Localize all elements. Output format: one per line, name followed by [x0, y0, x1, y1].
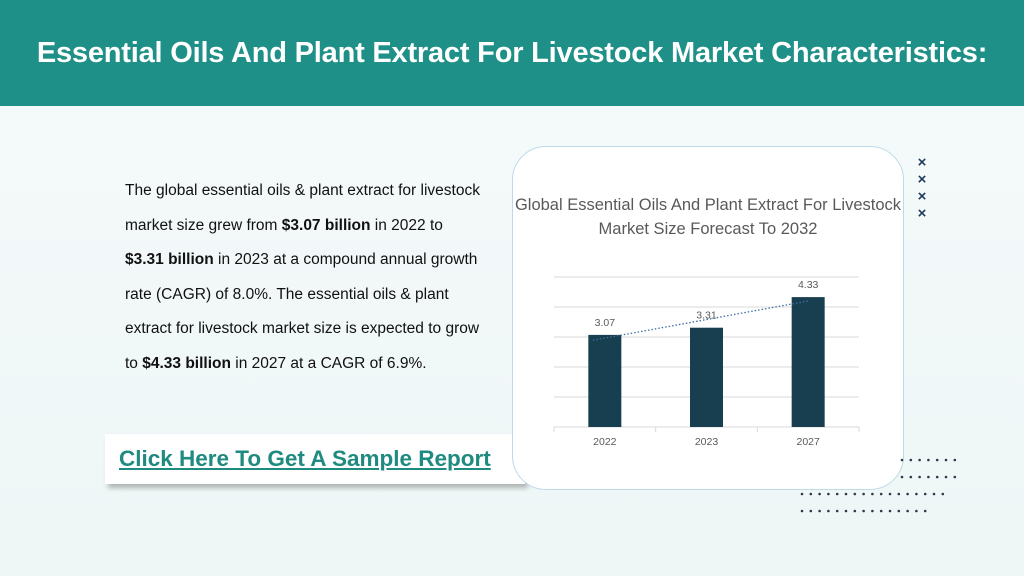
desc-text-3: in 2023 at a compound annual growth rate…: [125, 251, 480, 372]
decor-dot: [923, 509, 927, 513]
data-label-2022: 3.07: [595, 317, 616, 329]
decor-dot: [923, 492, 927, 496]
decor-dot: [897, 509, 901, 513]
bar-2023: [690, 327, 723, 427]
decor-dot: [906, 509, 909, 513]
decor-dot: [935, 458, 939, 462]
decor-dot: [871, 509, 874, 513]
decor-dot: [818, 509, 821, 513]
x-tick-label-2022: 2022: [593, 436, 617, 448]
desc-text-1: The global essential oils & plant extrac…: [125, 182, 480, 234]
decor-dot: [844, 492, 848, 496]
decor-dot: [827, 492, 830, 496]
decor-dot: [862, 492, 865, 496]
decor-dot: [853, 509, 857, 513]
market-description: The global essential oils & plant extrac…: [125, 174, 485, 382]
decor-dot: [915, 492, 918, 496]
decor-dot: [900, 458, 904, 462]
decor-dot: [853, 492, 857, 496]
decor-dot: [915, 509, 918, 513]
chart-card: Global Essential Oils And Plant Extract …: [512, 146, 904, 490]
decor-dot: [953, 475, 957, 479]
decor-dot: [900, 475, 904, 479]
decor-dot: [888, 492, 892, 496]
chart-title: Global Essential Oils And Plant Extract …: [514, 196, 902, 238]
x-mark-icon: ×: [917, 171, 927, 188]
decor-dot: [818, 492, 821, 496]
desc-value-2022: $3.07 billion: [281, 216, 371, 234]
desc-text-2: in 2022 to: [370, 216, 443, 234]
decorative-dot-grid: [800, 458, 957, 513]
data-label-2023: 3.31: [696, 310, 717, 322]
decor-dot: [809, 492, 813, 496]
decor-dot: [932, 492, 936, 496]
decor-dot: [871, 492, 874, 496]
decor-dot: [927, 475, 930, 479]
decor-dot: [827, 509, 830, 513]
decor-dot: [835, 492, 839, 496]
decor-dot: [800, 492, 804, 496]
bar-2027: [791, 297, 825, 427]
x-tick-label-2023: 2023: [695, 436, 719, 448]
decor-dot: [835, 509, 839, 513]
decor-dot: [909, 475, 913, 479]
decor-dot: [953, 458, 957, 462]
header-banner: Essential Oils And Plant Extract For Liv…: [0, 0, 1024, 106]
decor-dot: [879, 509, 883, 513]
decor-dot: [897, 492, 901, 496]
bar-chart: 3.07 2022 3.31 2023 4.33 2027: [553, 276, 860, 448]
decor-dot: [809, 509, 813, 513]
x-mark-icon: ×: [917, 154, 927, 171]
decor-dot: [944, 458, 948, 462]
decorative-x-marks: × × × ×: [914, 154, 930, 222]
decor-dot: [844, 509, 848, 513]
data-label-2027: 4.33: [798, 279, 819, 291]
desc-value-2027: $4.33 billion: [142, 354, 231, 372]
decor-dot: [800, 509, 804, 513]
x-mark-icon: ×: [917, 188, 927, 205]
decor-dot: [862, 509, 865, 513]
decor-dot: [941, 492, 945, 496]
decor-dot: [927, 458, 930, 462]
decor-dot: [906, 492, 909, 496]
decor-dot: [879, 492, 883, 496]
sample-report-link[interactable]: Click Here To Get A Sample Report: [119, 446, 491, 471]
decor-dot: [944, 475, 948, 479]
x-mark-icon: ×: [917, 205, 927, 222]
page-title: Essential Oils And Plant Extract For Liv…: [36, 36, 988, 69]
decor-dot: [918, 458, 921, 462]
x-tick-label-2027: 2027: [796, 436, 820, 448]
desc-value-2023: $3.31 billion: [125, 251, 214, 269]
sample-report-box: Click Here To Get A Sample Report: [105, 434, 525, 484]
decor-dot: [888, 509, 892, 513]
desc-text-4: in 2027 at a CAGR of 6.9%.: [230, 354, 427, 372]
decor-dot: [935, 475, 939, 479]
bar-2022: [588, 334, 622, 427]
trendline: [592, 300, 809, 341]
decor-dot: [909, 458, 913, 462]
decor-dot: [918, 475, 921, 479]
